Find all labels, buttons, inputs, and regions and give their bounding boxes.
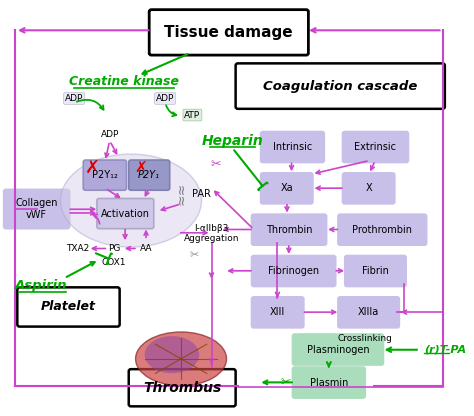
Text: ATP: ATP bbox=[184, 111, 201, 119]
Text: ✂: ✂ bbox=[281, 376, 291, 389]
FancyBboxPatch shape bbox=[261, 173, 313, 204]
Text: (r)T-PA: (r)T-PA bbox=[424, 345, 466, 355]
Text: ✂: ✂ bbox=[190, 250, 200, 260]
Text: ADP: ADP bbox=[100, 130, 119, 139]
FancyBboxPatch shape bbox=[252, 297, 304, 328]
FancyBboxPatch shape bbox=[292, 367, 365, 398]
Text: I-αIIbβ3
Aggregation: I-αIIbβ3 Aggregation bbox=[184, 224, 239, 243]
Text: PG: PG bbox=[108, 244, 120, 253]
Text: ✂: ✂ bbox=[211, 158, 221, 171]
FancyBboxPatch shape bbox=[129, 160, 170, 190]
FancyBboxPatch shape bbox=[261, 131, 324, 163]
FancyBboxPatch shape bbox=[345, 255, 406, 287]
Text: AA: AA bbox=[140, 244, 152, 253]
Text: Plasminogen: Plasminogen bbox=[307, 344, 369, 354]
Text: Tissue damage: Tissue damage bbox=[164, 25, 293, 40]
Ellipse shape bbox=[61, 154, 201, 247]
Text: ✗: ✗ bbox=[85, 158, 100, 176]
Text: ADP: ADP bbox=[65, 94, 83, 103]
Text: ✗: ✗ bbox=[134, 161, 146, 176]
FancyBboxPatch shape bbox=[338, 214, 427, 245]
Text: ≈≈: ≈≈ bbox=[174, 182, 188, 205]
FancyBboxPatch shape bbox=[18, 287, 119, 327]
Text: Collagen
vWF: Collagen vWF bbox=[15, 198, 58, 220]
Text: Xa: Xa bbox=[281, 183, 293, 193]
Text: P2Y₁: P2Y₁ bbox=[138, 170, 160, 180]
FancyBboxPatch shape bbox=[236, 63, 445, 109]
Text: Fibrinogen: Fibrinogen bbox=[268, 266, 319, 276]
Text: Extrinsic: Extrinsic bbox=[355, 142, 396, 152]
Text: Thrombus: Thrombus bbox=[143, 381, 221, 395]
FancyBboxPatch shape bbox=[338, 297, 400, 328]
FancyBboxPatch shape bbox=[83, 160, 127, 190]
Text: Thrombin: Thrombin bbox=[266, 225, 312, 235]
Text: Platelet: Platelet bbox=[41, 300, 96, 314]
FancyBboxPatch shape bbox=[97, 198, 154, 229]
Text: Plasmin: Plasmin bbox=[310, 378, 348, 388]
FancyBboxPatch shape bbox=[343, 131, 409, 163]
Text: XIII: XIII bbox=[270, 307, 285, 317]
FancyBboxPatch shape bbox=[4, 189, 70, 229]
Ellipse shape bbox=[145, 336, 199, 373]
Text: Prothrombin: Prothrombin bbox=[352, 225, 412, 235]
Text: Creatine kinase: Creatine kinase bbox=[69, 75, 179, 89]
Text: XIIIa: XIIIa bbox=[358, 307, 379, 317]
FancyBboxPatch shape bbox=[129, 369, 236, 406]
Text: COX1: COX1 bbox=[102, 258, 127, 267]
Text: Crosslinking: Crosslinking bbox=[338, 334, 392, 343]
Text: X: X bbox=[365, 183, 372, 193]
FancyBboxPatch shape bbox=[252, 255, 336, 287]
FancyBboxPatch shape bbox=[252, 214, 327, 245]
Text: TXA2: TXA2 bbox=[66, 244, 90, 253]
Text: Activation: Activation bbox=[101, 208, 150, 218]
FancyBboxPatch shape bbox=[343, 173, 395, 204]
Text: Coagulation cascade: Coagulation cascade bbox=[263, 79, 418, 93]
FancyBboxPatch shape bbox=[149, 10, 309, 55]
Text: Aspirin: Aspirin bbox=[15, 279, 68, 292]
Text: Fibrin: Fibrin bbox=[362, 266, 389, 276]
Text: PAR: PAR bbox=[192, 188, 211, 198]
Ellipse shape bbox=[136, 332, 227, 386]
Text: ADP: ADP bbox=[156, 94, 174, 103]
Text: Heparin: Heparin bbox=[201, 134, 264, 148]
FancyBboxPatch shape bbox=[292, 334, 383, 365]
Text: Intrinsic: Intrinsic bbox=[273, 142, 312, 152]
Text: P2Y₁₂: P2Y₁₂ bbox=[92, 170, 118, 180]
